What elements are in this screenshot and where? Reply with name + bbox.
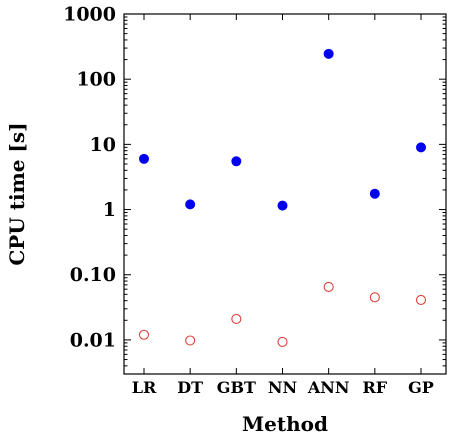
filled-data-point [139, 153, 149, 164]
open-data-point [138, 329, 150, 340]
open-data-point [231, 313, 242, 324]
open-data-point [185, 335, 196, 346]
x-category-label: ANN [307, 378, 350, 397]
x-category-label: NN [268, 378, 297, 397]
data-points [138, 48, 427, 348]
y-tick-label: 1000 [63, 4, 116, 26]
x-category-label: GP [408, 378, 434, 397]
open-data-point [415, 294, 427, 306]
y-tick-label: 1 [103, 199, 116, 221]
open-data-point [369, 292, 380, 303]
x-category-label: RF [363, 378, 388, 397]
x-category-label: GBT [217, 378, 256, 397]
filled-data-point [277, 200, 288, 211]
filled-data-point [369, 188, 380, 199]
x-category-label: LR [132, 378, 157, 397]
y-tick-label: 0.10 [70, 264, 116, 286]
y-tick-label: 100 [76, 69, 116, 91]
y-tick-label: 10 [90, 134, 116, 156]
filled-data-point [185, 199, 196, 210]
y-axis-title: CPU time [s] [5, 122, 29, 265]
filled-data-point [323, 48, 334, 59]
open-data-point [323, 281, 334, 292]
x-category-label: DT [177, 378, 203, 397]
y-tick-label: 0.01 [70, 329, 116, 351]
x-axis: LR DT GBT NN ANN RF GP [132, 14, 434, 397]
plot-frame [123, 13, 447, 375]
filled-data-point [416, 142, 426, 153]
open-data-point [277, 336, 288, 348]
y-axis: 1000 100 10 1 0.10 0.01 [63, 4, 446, 375]
x-axis-title: Method [242, 412, 328, 436]
plot-border [123, 13, 447, 375]
filled-data-point [231, 156, 242, 167]
